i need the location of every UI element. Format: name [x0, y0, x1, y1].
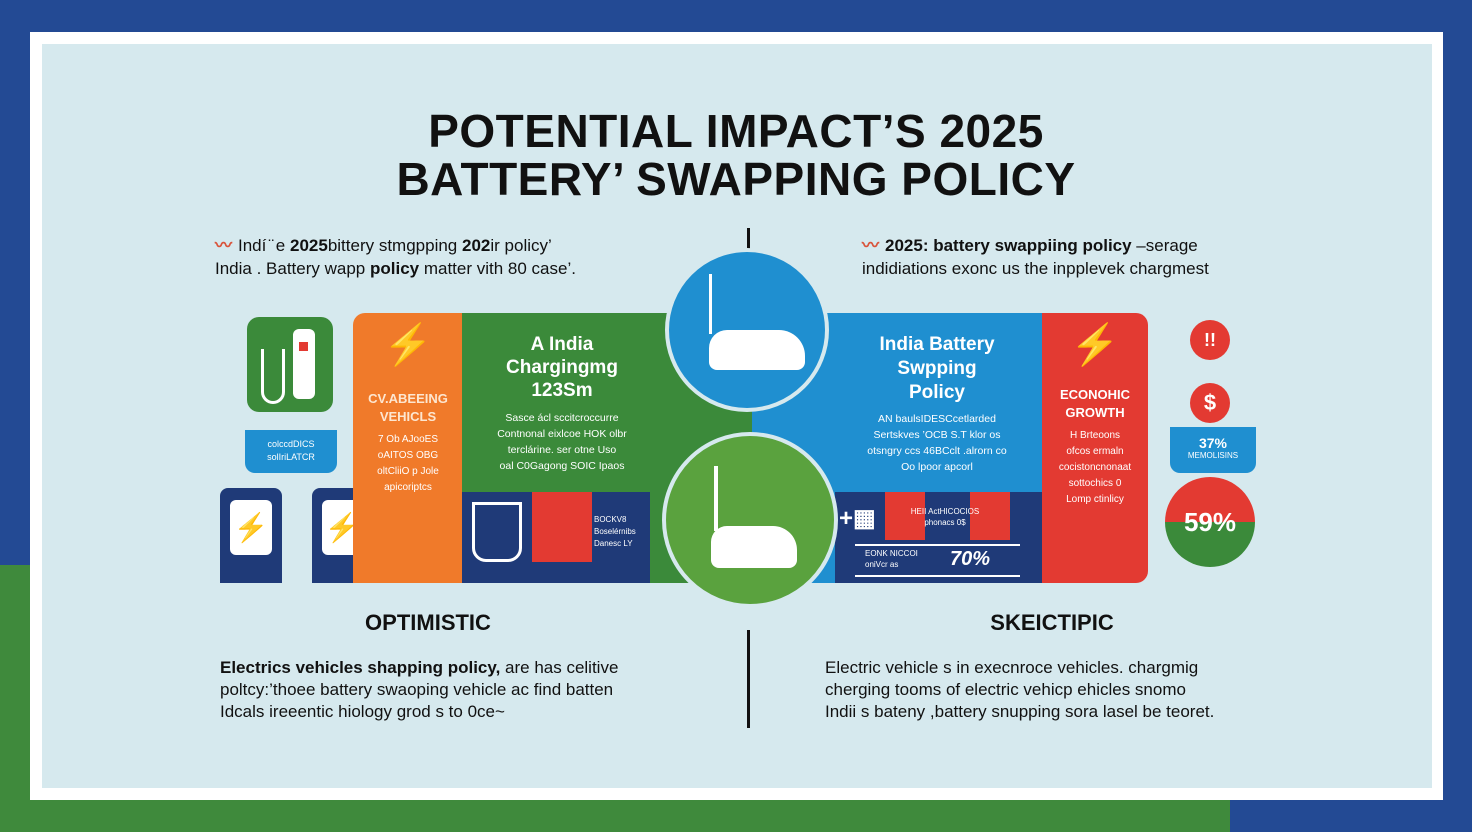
green-vehicle-circle — [662, 432, 838, 608]
navy-panel-right: +▦ HEII ActHICOCIOS phonacs 0$ EONK NICCO… — [835, 492, 1042, 583]
battery-pump-icon: ⚡ — [220, 488, 282, 583]
car-charging-circle — [665, 248, 829, 412]
plus-icon: +▦ — [839, 505, 876, 532]
wave-icon: 〰 — [862, 236, 879, 255]
stat-box: 37% MEMOLISINS — [1170, 427, 1256, 473]
optimistic-heading: OPTIMISTIC — [365, 610, 491, 635]
divider-bottom — [747, 630, 750, 728]
scooter-icon — [532, 492, 592, 562]
wave-icon: 〰 — [215, 236, 232, 255]
navy-panel-left: BOCKV8 Boselérnibs Danesc LY — [462, 492, 650, 583]
skeptic-heading: SKEICTIPIC — [990, 610, 1114, 635]
skeptic-text: Electric vehicle s in execnroce vehicles… — [825, 658, 1215, 721]
navy-stat-value: 70% — [950, 548, 991, 570]
lightning-icon: ⚡ — [1070, 323, 1120, 367]
optimistic-text: Electrics vehicles shapping policy, are … — [220, 658, 619, 721]
wind-turbine-icon — [714, 466, 718, 531]
car-icon — [711, 526, 797, 568]
station-label-box: colccdDICS solIriLATCR — [245, 430, 337, 473]
title-line-1: POTENTIAL IMPACT’S 2025 — [428, 105, 1044, 157]
car-icon — [709, 330, 805, 370]
alert-icon: !! — [1190, 320, 1230, 360]
battery-icon — [472, 502, 522, 562]
title-line-2: BATTERY’ SWAPPING POLICY — [396, 153, 1076, 205]
wind-turbine-icon — [709, 274, 712, 334]
lightning-icon: ⚡ — [383, 323, 433, 367]
plant-growth-stat: 59% — [1165, 477, 1255, 567]
intro-right: 〰 2025: battery swappiing policy –serage … — [862, 236, 1209, 278]
dollar-icon: $ — [1190, 383, 1230, 423]
charging-station-icon — [247, 317, 333, 412]
red-panel: ⚡ ECONOHIC GROWTH H Brteoons ofcos ermaln c… — [1042, 313, 1148, 583]
orange-panel: ⚡ CV.ABEEING VEHICLS 7 Ob AJooES oAITOS OB… — [353, 313, 463, 583]
intro-left: 〰 Indí ̈ e 2025bittery stmgpping 202ir p… — [215, 236, 576, 278]
